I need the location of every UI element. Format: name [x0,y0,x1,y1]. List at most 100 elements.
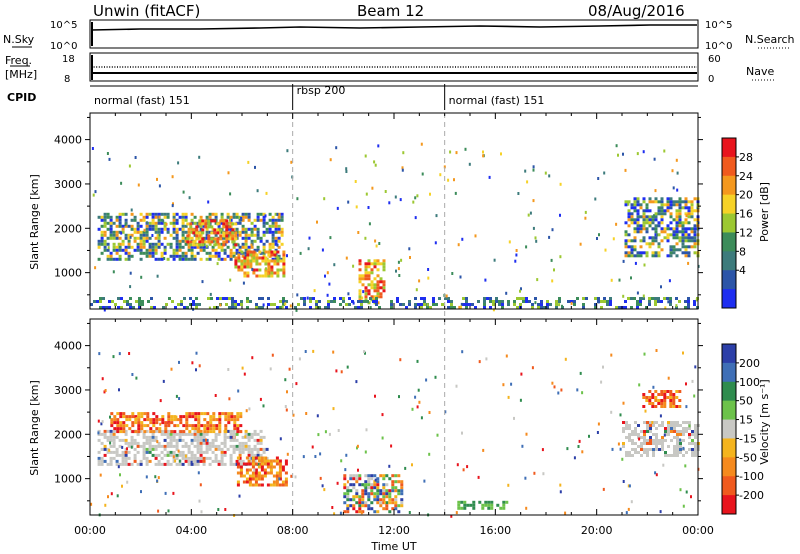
velocity-echo-cell [119,430,123,434]
power-echo-cell [231,240,235,244]
velocity-echo-cell [450,514,453,518]
power-echo-cell [484,278,487,282]
power-echo-cell [251,267,254,271]
velocity-echo-cell [127,456,131,460]
power-echo-cell [189,222,193,226]
velocity-echo-cell [154,475,157,479]
power-echo-cell [262,215,266,219]
power-echo-cell [654,254,658,258]
velocity-echo-cell [365,428,368,432]
power-echo-cell [100,242,104,246]
power-echo-cell [345,167,348,171]
velocity-echo-cell [621,457,624,461]
power-echo-cell [189,303,192,306]
power-echo-cell [241,215,245,219]
power-echo-cell [139,257,143,261]
velocity-colorbar-tick: 200 [739,357,760,370]
power-echo-cell [210,231,214,235]
power-echo-cell [532,168,535,172]
power-echo-cell [273,250,277,254]
power-echo-cell [693,236,697,240]
velocity-echo-cell [333,512,336,516]
velocity-echo-cell [260,465,264,469]
power-echo-cell [118,215,122,219]
power-echo-cell [234,243,238,247]
power-echo-cell [660,215,664,219]
power-echo-cell [154,227,158,231]
velocity-echo-cell [205,447,209,451]
power-echo-cell [265,239,269,243]
velocity-echo-cell [373,483,377,487]
power-echo-cell [507,303,510,306]
velocity-echo-cell [220,441,224,445]
velocity-echo-cell [596,431,599,434]
velocity-echo-cell [284,480,288,484]
power-echo-cell [636,218,640,222]
velocity-echo-cell [685,490,688,494]
power-echo-cell [696,221,699,225]
power-echo-cell [639,215,643,219]
power-echo-cell [594,303,597,306]
velocity-echo-cell [173,418,177,422]
power-echo-cell [633,218,637,222]
power-echo-cell [642,224,646,228]
velocity-echo-cell [352,474,356,478]
power-echo-cell [216,262,219,266]
velocity-echo-cell [223,432,227,436]
velocity-echo-cell [573,456,576,460]
power-echo-cell [228,297,231,300]
velocity-colorbar-tick: 15 [739,414,753,427]
power-echo-cell [213,228,217,232]
power-echo-cell [240,300,243,303]
power-echo-cell [148,221,152,225]
power-echo-cell [399,198,402,202]
power-echo-cell [681,224,685,228]
power-echo-cell [127,254,131,258]
velocity-echo-cell [694,430,697,433]
power-echo-cell [172,248,176,252]
velocity-echo-cell [103,435,107,439]
velocity-echo-cell [667,376,670,380]
velocity-echo-cell [137,427,141,431]
power-echo-cell [414,196,417,200]
power-echo-cell [121,230,125,234]
power-echo-cell [225,237,229,241]
power-echo-cell [145,251,149,255]
velocity-echo-cell [541,448,544,452]
power-echo-cell [172,202,174,206]
velocity-echo-cell [251,471,255,475]
power-echo-cell [678,200,682,204]
power-colorbar-tick: 12 [739,226,753,239]
velocity-echo-cell [142,435,146,439]
velocity-echo-cell [196,441,200,445]
power-echo-cell [654,189,657,193]
velocity-echo-cell [159,399,162,403]
velocity-echo-cell [202,432,206,436]
velocity-echo-cell [199,444,203,448]
velocity-echo-cell [691,439,694,442]
power-echo-cell [642,227,646,231]
velocity-echo-cell [119,421,123,425]
power-echo-cell [154,224,158,228]
velocity-echo-cell [103,453,107,457]
power-echo-cell [175,230,179,234]
power-echo-cell [681,236,685,240]
velocity-echo-cell [682,439,685,442]
velocity-echo-cell [121,450,125,454]
power-echo-cell [364,268,368,272]
power-echo-cell [112,221,116,225]
power-echo-cell [675,236,679,240]
power-echo-cell [187,230,191,234]
velocity-echo-cell [349,489,353,493]
power-echo-cell [461,237,464,241]
velocity-echo-cell [423,479,426,483]
power-echo-cell [142,218,146,222]
velocity-echo-cell [175,447,179,451]
velocity-echo-cell [248,477,252,481]
velocity-echo-cell [103,432,107,436]
power-echo-cell [118,224,122,228]
velocity-echo-cell [502,500,506,504]
power-echo-cell [258,250,262,254]
power-echo-cell [681,221,685,225]
velocity-echo-cell [113,421,117,425]
